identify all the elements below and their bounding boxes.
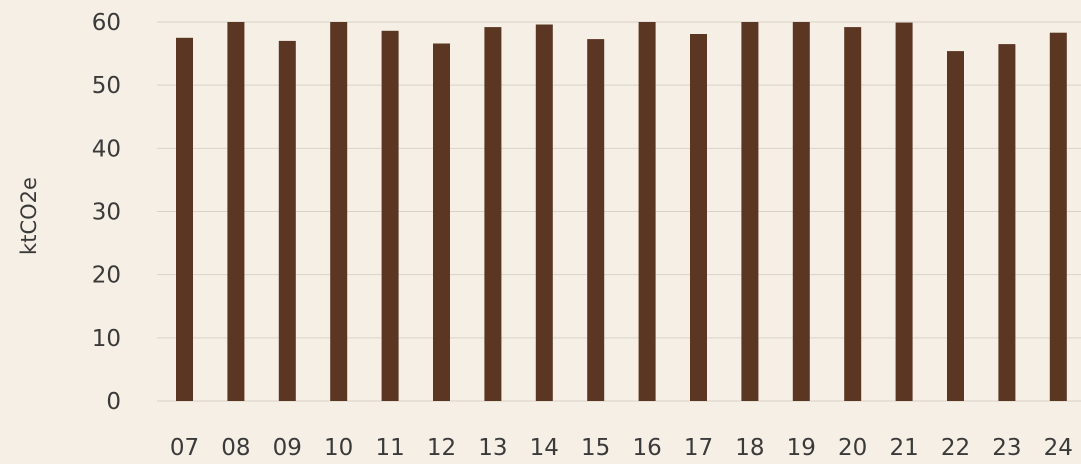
bar-17 [690, 34, 707, 401]
x-tick-label: 21 [889, 435, 918, 461]
bar-16 [638, 22, 656, 401]
bar-13 [484, 27, 502, 401]
bar-19 [792, 22, 810, 401]
bar-11 [381, 30, 399, 402]
bar-08 [227, 22, 245, 401]
x-tick-label: 16 [632, 435, 661, 461]
bar-14 [535, 24, 553, 401]
x-tick-label: 19 [787, 435, 816, 461]
bar-07 [176, 37, 193, 402]
y-tick-label: 0 [106, 389, 121, 415]
gridlines [157, 21, 1081, 402]
x-tick-label: 11 [375, 435, 404, 461]
y-tick-label: 40 [92, 136, 121, 162]
bar-23 [998, 44, 1016, 401]
bar-12 [433, 43, 450, 401]
bar-09 [278, 40, 296, 402]
bars [176, 22, 1067, 402]
y-tick-label: 20 [92, 263, 121, 289]
bar-20 [844, 27, 862, 401]
x-tick-label: 24 [1044, 435, 1073, 461]
y-tick-label: 60 [92, 10, 121, 36]
x-tick-label: 23 [992, 435, 1021, 461]
x-tick-label: 10 [324, 435, 353, 461]
x-tick-label: 18 [735, 435, 764, 461]
y-tick-label: 10 [92, 326, 121, 352]
bar-24 [1049, 32, 1067, 401]
bar-15 [587, 39, 605, 401]
y-tick-label: 50 [92, 73, 121, 99]
x-tick-label: 12 [427, 435, 456, 461]
x-axis-ticks: 07 08 09 10 11 12 13 14 15 16 17 18 19 20 21 22 23 24 [170, 435, 1073, 461]
x-tick-label: 08 [221, 435, 250, 461]
y-tick-label: 30 [92, 200, 121, 226]
x-tick-label: 22 [941, 435, 970, 461]
bar-18 [741, 22, 759, 401]
x-tick-label: 17 [684, 435, 713, 461]
bar-21 [895, 22, 913, 401]
x-tick-label: 14 [530, 435, 559, 461]
y-axis-ticks: 0 10 20 30 40 50 60 [92, 10, 121, 415]
x-tick-label: 20 [838, 435, 867, 461]
x-tick-label: 15 [581, 435, 610, 461]
x-tick-label: 09 [273, 435, 302, 461]
bar-22 [947, 51, 964, 401]
x-tick-label: 07 [170, 435, 199, 461]
x-tick-label: 13 [478, 435, 507, 461]
bar-10 [330, 22, 348, 401]
y-axis-title: ktCO2e [17, 177, 41, 255]
